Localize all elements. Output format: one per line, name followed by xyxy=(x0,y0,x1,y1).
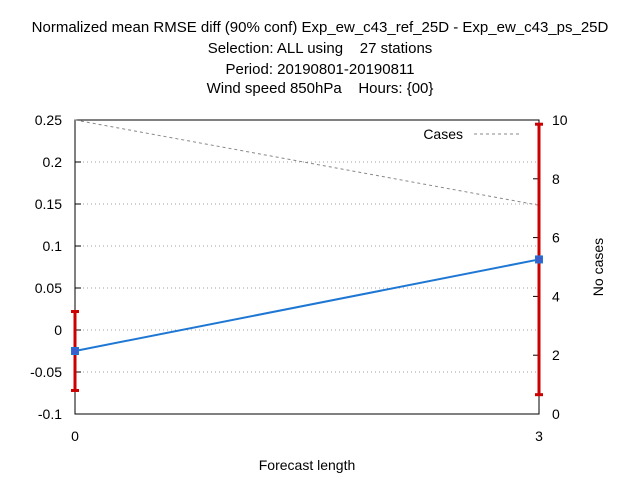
y-tick-label: 0.05 xyxy=(35,280,62,296)
title-line-3: Period: 20190801-20190811 xyxy=(225,61,415,78)
y2-tick-label: 4 xyxy=(552,288,560,304)
title-line-2: Selection: ALL using 27 stations xyxy=(207,40,433,57)
y-tick-label: 0 xyxy=(54,322,62,338)
x-tick-label: 3 xyxy=(535,428,543,444)
y-tick-label: -0.1 xyxy=(38,406,62,422)
y2-axis-label: No cases xyxy=(590,238,606,296)
legend-label-cases: Cases xyxy=(423,126,463,142)
x-tick-label: 0 xyxy=(71,428,79,444)
y2-tick-label: 6 xyxy=(552,230,560,246)
title-line-4: Wind speed 850hPa Hours: {00} xyxy=(206,80,434,97)
y-tick-labels: 0.25 0.2 0.15 0.1 0.05 0 -0.05 -0.1 xyxy=(30,112,62,422)
y2-tick-label: 8 xyxy=(552,171,560,187)
y-tick-label: 0.25 xyxy=(35,112,62,128)
y-tick-label: 0.1 xyxy=(43,238,63,254)
y2-tick-label: 10 xyxy=(552,112,568,128)
plot-frame xyxy=(74,119,540,415)
y2-tick-labels: 10 8 6 4 2 0 xyxy=(552,112,568,422)
series-marks xyxy=(71,119,543,397)
data-point-marker xyxy=(535,255,543,264)
x-axis-label: Forecast length xyxy=(259,457,356,473)
rmse-diff-line xyxy=(74,258,540,352)
plot-border xyxy=(74,119,540,415)
y-tick-label: 0.15 xyxy=(35,196,62,212)
legend: Cases xyxy=(423,126,520,142)
y-tick-label: 0.2 xyxy=(43,154,63,170)
y2-tick-label: 0 xyxy=(552,406,560,422)
cases-line xyxy=(74,119,540,206)
data-point-marker xyxy=(71,347,79,355)
title-line-1: Normalized mean RMSE diff (90% conf) Exp… xyxy=(31,19,609,36)
y-tick-label: -0.05 xyxy=(30,364,62,380)
y2-tick-label: 2 xyxy=(552,347,560,363)
grid-lines xyxy=(75,161,539,373)
